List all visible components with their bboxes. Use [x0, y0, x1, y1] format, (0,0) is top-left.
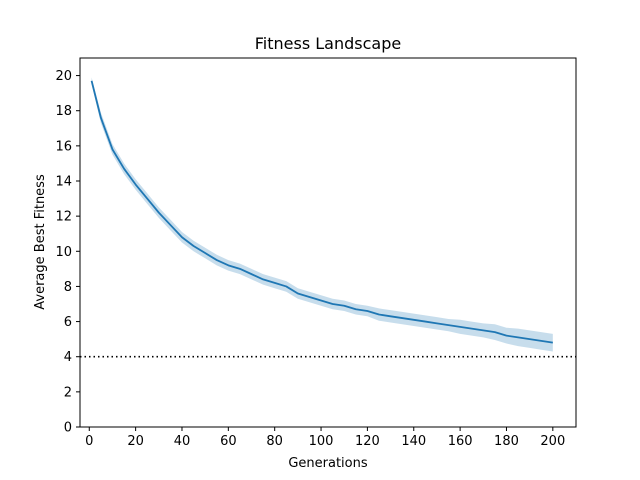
x-tick-label: 160: [448, 434, 473, 449]
x-tick-label: 0: [85, 434, 93, 449]
y-tick-label: 18: [55, 104, 72, 119]
x-tick-label: 40: [174, 434, 191, 449]
x-tick-label: 200: [540, 434, 565, 449]
y-tick-label: 8: [64, 280, 72, 295]
x-tick-label: 80: [266, 434, 283, 449]
y-tick-label: 4: [64, 350, 72, 365]
x-tick-label: 60: [220, 434, 237, 449]
x-axis-label: Generations: [288, 456, 368, 471]
series-line: [90, 80, 553, 344]
y-tick-label: 2: [64, 385, 72, 400]
tick-group: 0 20 40 60 80 100 120 140 160 180 200 0 2 4 6 8 10 12 14 16…: [55, 69, 565, 449]
chart-title: Fitness Landscape: [255, 34, 401, 53]
y-tick-label: 0: [64, 421, 72, 436]
y-tick-label: 16: [55, 139, 72, 154]
y-tick-label: 12: [55, 210, 72, 225]
confidence-band: [91, 77, 553, 352]
y-tick-label: 20: [55, 69, 72, 84]
y-tick-label: 14: [55, 175, 72, 190]
x-tick-label: 120: [355, 434, 380, 449]
y-axis-label: Average Best Fitness: [33, 174, 48, 310]
x-tick-label: 140: [401, 434, 426, 449]
x-tick-label: 20: [127, 434, 144, 449]
plot-frame: [79, 57, 577, 428]
y-tick-label: 10: [55, 245, 72, 260]
y-tick-label: 6: [64, 315, 72, 330]
plot-content: [80, 77, 576, 358]
x-tick-label: 100: [309, 434, 334, 449]
x-tick-label: 180: [494, 434, 519, 449]
